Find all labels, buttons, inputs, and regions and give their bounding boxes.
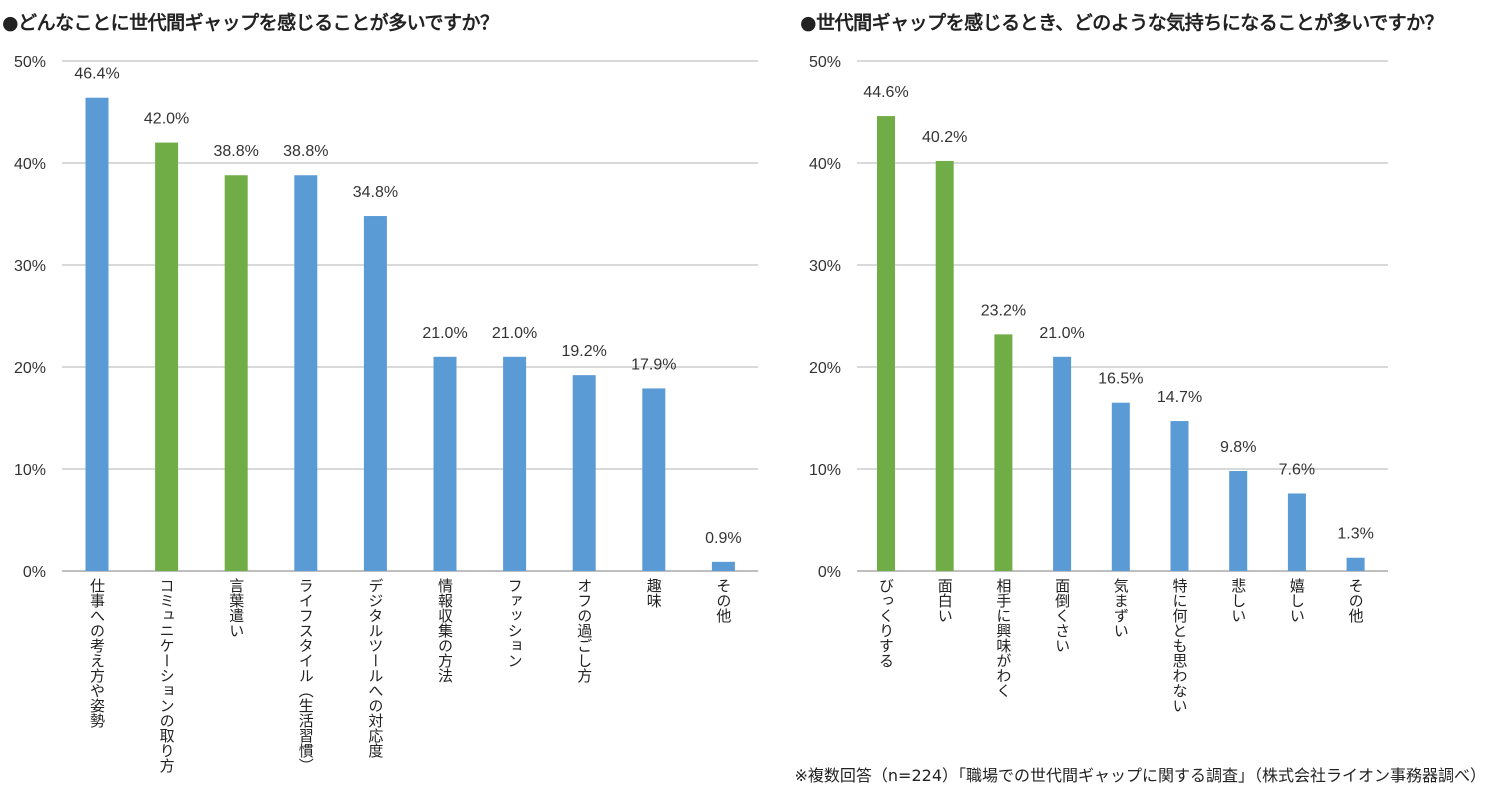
left-bar xyxy=(363,216,387,572)
left-category-label: 趣味 xyxy=(645,578,663,608)
left-data-label: 19.2% xyxy=(562,343,607,360)
left-chart-title: ●どんなことに世代間ギャップを感じることが多いですか？ xyxy=(2,12,499,34)
right-bar xyxy=(1287,493,1306,571)
left-data-label: 42.0% xyxy=(144,111,189,128)
left-bar xyxy=(503,356,527,571)
left-category-label: その他 xyxy=(714,578,732,624)
right-bar xyxy=(1346,557,1365,571)
left-ytick-label: 10% xyxy=(14,462,46,479)
left-ytick-label: 40% xyxy=(14,156,46,173)
right-category-label: 特に何とも思わない xyxy=(1171,578,1189,713)
right-ytick-label: 30% xyxy=(809,258,841,275)
left-bar xyxy=(433,356,457,571)
left-data-label: 17.9% xyxy=(631,356,676,373)
right-bar xyxy=(1170,421,1189,571)
left-ytick-label: 20% xyxy=(14,360,46,377)
right-category-label: 面倒くさい xyxy=(1053,578,1071,653)
right-data-label: 16.5% xyxy=(1098,371,1143,388)
left-bar xyxy=(711,561,735,571)
right-bar xyxy=(935,160,954,571)
right-ytick-label: 0% xyxy=(818,564,841,581)
right-data-label: 14.7% xyxy=(1157,389,1202,406)
right-ytick-label: 50% xyxy=(809,54,841,71)
right-ytick-label: 40% xyxy=(809,156,841,173)
right-data-label: 21.0% xyxy=(1039,325,1084,342)
right-bar xyxy=(1229,471,1248,571)
left-category-label: 言葉遣い xyxy=(227,578,245,638)
right-data-label: 9.8% xyxy=(1220,439,1256,456)
right-bar xyxy=(877,116,895,571)
left-category-label: 情報収集の方法 xyxy=(436,578,454,683)
right-ytick-label: 20% xyxy=(809,360,841,377)
right-bar xyxy=(1111,402,1130,571)
left-data-label: 38.8% xyxy=(283,143,328,160)
left-data-label: 21.0% xyxy=(422,325,467,342)
right-data-label: 23.2% xyxy=(981,302,1026,319)
left-bar xyxy=(572,375,596,571)
right-category-label: 面白い xyxy=(936,578,954,623)
right-category-label: 気まずい xyxy=(1112,578,1130,638)
right-data-label: 40.2% xyxy=(922,129,967,146)
right-bar xyxy=(1053,356,1072,571)
left-category-label: デジタルツールへの対応度 xyxy=(366,578,384,758)
left-category-label: ファッション xyxy=(506,578,524,668)
right-category-label: 嬉しい xyxy=(1288,578,1306,623)
left-data-label: 0.9% xyxy=(705,530,741,547)
left-bar xyxy=(85,97,109,571)
left-ytick-label: 0% xyxy=(23,564,46,581)
left-data-label: 38.8% xyxy=(214,143,259,160)
left-bar xyxy=(642,388,666,571)
left-data-label: 21.0% xyxy=(492,325,537,342)
left-bar xyxy=(294,175,318,572)
left-category-label: オフの過ごし方 xyxy=(575,578,593,684)
left-category-label: ライフスタイル（生活習慣） xyxy=(297,578,315,773)
left-ytick-label: 30% xyxy=(14,258,46,275)
right-data-label: 1.3% xyxy=(1337,526,1373,543)
survey-footnote: ※複数回答（n=224）「職場での世代間ギャップに関する調査」（株式会社ライオン… xyxy=(794,766,1487,785)
right-category-label: 相手に興味がわく xyxy=(994,578,1012,698)
right-bar xyxy=(994,334,1013,571)
left-bar xyxy=(155,142,179,571)
right-data-label: 44.6% xyxy=(863,84,908,101)
left-data-label: 46.4% xyxy=(74,66,119,83)
left-ytick-label: 50% xyxy=(14,54,46,71)
right-category-label: びっくりする xyxy=(877,578,895,668)
left-category-label: コミュニケーションの取り方 xyxy=(158,578,176,774)
right-category-label: 悲しい xyxy=(1229,578,1247,623)
right-data-label: 7.6% xyxy=(1279,461,1315,478)
right-ytick-label: 10% xyxy=(809,462,841,479)
right-category-label: その他 xyxy=(1347,578,1365,624)
left-category-label: 仕事への考え方や姿勢 xyxy=(88,578,106,729)
left-bar xyxy=(224,175,248,572)
left-data-label: 34.8% xyxy=(353,184,398,201)
right-chart-title: ●世代間ギャップを感じるとき、どのような気持ちになることが多いですか？ xyxy=(800,12,1444,34)
